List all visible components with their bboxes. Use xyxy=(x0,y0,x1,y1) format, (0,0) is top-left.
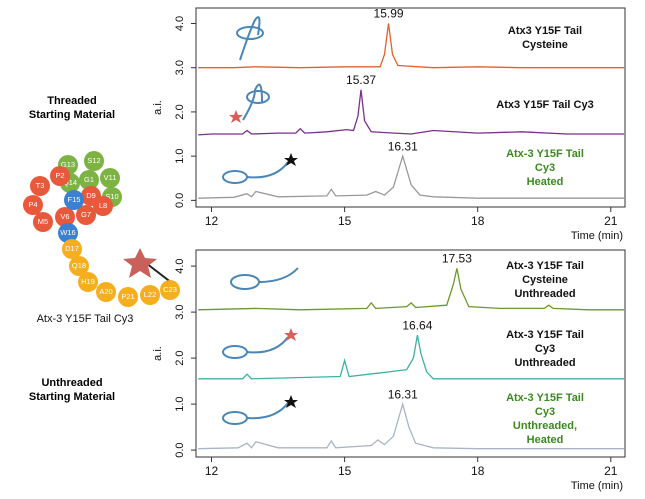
x-tick-label: 18 xyxy=(471,214,485,228)
residue xyxy=(33,212,53,232)
y-tick-label: 0.0 xyxy=(174,193,186,208)
residue xyxy=(50,166,70,186)
y-axis-label: a.i. xyxy=(152,100,164,115)
icons xyxy=(222,16,299,425)
residue xyxy=(79,170,99,190)
y-tick-label: 2.0 xyxy=(174,104,186,119)
residue-label: M5 xyxy=(38,217,48,226)
trace xyxy=(198,401,625,450)
y-tick-label: 3.0 xyxy=(174,60,186,75)
x-tick-label: 12 xyxy=(205,214,219,228)
series-label: Atx3 Y15F Tail Cysteine xyxy=(507,24,583,51)
residue xyxy=(62,239,82,259)
residue xyxy=(69,256,89,276)
residue xyxy=(23,195,43,215)
residue xyxy=(58,223,78,243)
icon-stars xyxy=(123,110,298,408)
residue-label: G7 xyxy=(81,210,91,219)
x-tick-label: 21 xyxy=(604,464,618,478)
residue xyxy=(81,186,101,206)
y-tick-label: 2.0 xyxy=(174,350,186,365)
series-label: Atx-3 Y15F Tail Cy3 Unthreaded xyxy=(506,328,584,369)
section-label: Threaded Starting Material xyxy=(28,95,116,121)
section-label: Unthreaded Starting Material xyxy=(28,377,116,403)
residue-label: G13 xyxy=(61,160,75,169)
x-tick-label: 15 xyxy=(338,214,352,228)
residue-label: C23 xyxy=(163,285,177,294)
x-tick-label: 15 xyxy=(338,464,352,478)
series-label: Atx3 Y15F Tail Cy3 xyxy=(496,98,594,111)
x-tick-label: 18 xyxy=(471,464,485,478)
residue xyxy=(64,190,84,210)
residue-label: V6 xyxy=(60,212,69,221)
trace xyxy=(198,89,625,136)
series-label: Atx-3 Y15F Tail Cy3 Heated xyxy=(506,148,584,189)
residue-label: Q14 xyxy=(63,178,77,187)
series-label: Atx-3 Y15F Tail Cysteine Unthreaded xyxy=(506,259,584,300)
residue xyxy=(30,176,50,196)
residue-label: A20 xyxy=(99,287,112,296)
residue xyxy=(118,287,138,307)
y-tick-label: 4.0 xyxy=(174,258,186,273)
residue xyxy=(160,280,180,300)
y-tick-label: 1.0 xyxy=(174,148,186,163)
diagram-caption: Atx-3 Y15F Tail Cy3 xyxy=(37,313,134,325)
residue xyxy=(84,151,104,171)
residue-label: P21 xyxy=(121,292,134,301)
peak-label: 17.53 xyxy=(442,252,472,266)
residue-label: G1 xyxy=(84,175,94,184)
trace xyxy=(198,334,625,380)
series-label: Atx-3 Y15F Tail Cy3 Unthreaded, Heated xyxy=(506,391,584,446)
peak-label: 16.31 xyxy=(388,387,418,401)
peak-label: 16.31 xyxy=(388,139,418,153)
plot-frame xyxy=(195,249,626,458)
y-tick-label: 0.0 xyxy=(174,442,186,457)
residue-label: T3 xyxy=(36,181,45,190)
x-tick-label: 21 xyxy=(604,214,618,228)
y-tick-label: 1.0 xyxy=(174,396,186,411)
residue-label: L8 xyxy=(99,201,107,210)
residue-label: F15 xyxy=(68,195,81,204)
residue-label: W16 xyxy=(60,228,75,237)
peak-label: 16.64 xyxy=(402,318,432,332)
x-axis-label: Time (min) xyxy=(571,480,623,492)
residue-label: S12 xyxy=(87,156,100,165)
y-tick-label: 4.0 xyxy=(174,16,186,31)
x-axis-label: Time (min) xyxy=(571,230,623,242)
trace xyxy=(198,153,625,199)
residue-label: P2 xyxy=(55,171,64,180)
x-tick-label: 12 xyxy=(205,464,219,478)
trace xyxy=(198,268,625,311)
residue xyxy=(76,205,96,225)
residue-label: S10 xyxy=(105,192,118,201)
residue-label: D17 xyxy=(65,244,79,253)
y-axis-label: a.i. xyxy=(152,346,164,361)
residue-label: Q18 xyxy=(72,261,86,270)
residue-label: H19 xyxy=(81,277,95,286)
residue xyxy=(100,168,120,188)
peak-label: 15.99 xyxy=(374,7,404,21)
peak-label: 15.37 xyxy=(346,73,376,87)
residue xyxy=(78,272,98,292)
residue-label: P4 xyxy=(28,200,37,209)
residue xyxy=(96,282,116,302)
residue-label: L22 xyxy=(144,290,157,299)
y-tick-label: 3.0 xyxy=(174,304,186,319)
residue-label: D9 xyxy=(86,191,96,200)
residue-label: V11 xyxy=(104,173,117,182)
plot-frame xyxy=(195,7,626,208)
residue xyxy=(140,285,160,305)
trace xyxy=(198,23,625,69)
residue xyxy=(55,207,75,227)
